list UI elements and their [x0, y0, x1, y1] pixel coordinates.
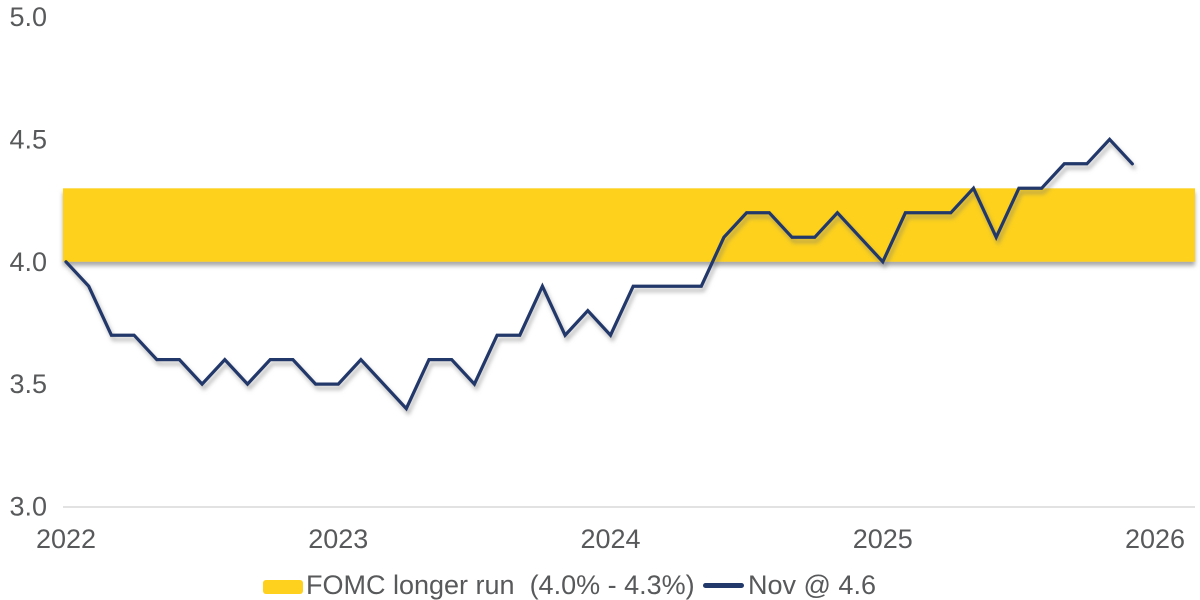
- y-tick-label: 3.5: [9, 369, 47, 399]
- y-tick-label: 5.0: [9, 2, 47, 32]
- y-tick-label: 4.5: [9, 124, 47, 154]
- x-axis-tick-labels: 2022 2023 2024 2025 2026: [36, 524, 1185, 554]
- x-tick-label: 2026: [1125, 524, 1185, 554]
- unemployment-rate-line: [64, 137, 1134, 412]
- fomc-longer-run-band: [63, 188, 1195, 262]
- y-tick-label: 4.0: [9, 247, 47, 277]
- x-tick-label: 2023: [308, 524, 368, 554]
- x-tick-label: 2025: [853, 524, 913, 554]
- y-tick-label: 3.0: [9, 492, 47, 522]
- y-axis-tick-labels: 5.0 4.5 4.0 3.5 3.0: [9, 2, 47, 522]
- x-tick-label: 2022: [36, 524, 96, 554]
- x-tick-label: 2024: [580, 524, 640, 554]
